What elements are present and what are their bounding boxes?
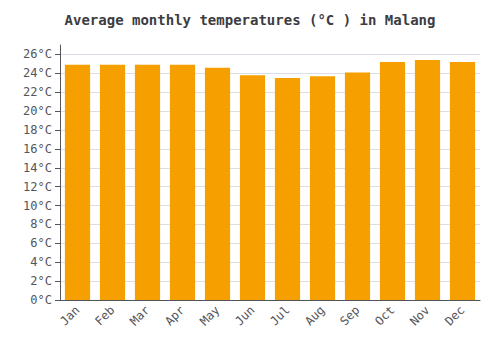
svg-text:Nov: Nov [407,303,432,328]
svg-text:4°C: 4°C [30,255,52,269]
svg-text:24°C: 24°C [23,66,52,80]
svg-text:Average monthly temperatures (: Average monthly temperatures (°C ) in Ma… [65,12,436,28]
svg-text:10°C: 10°C [23,199,52,213]
svg-text:Jul: Jul [267,303,292,328]
svg-text:14°C: 14°C [23,161,52,175]
svg-text:8°C: 8°C [30,217,52,231]
svg-text:16°C: 16°C [23,142,52,156]
svg-text:Sep: Sep [337,303,362,328]
svg-text:12°C: 12°C [23,180,52,194]
svg-text:Jun: Jun [232,303,257,328]
svg-text:May: May [197,303,222,328]
svg-text:Dec: Dec [442,303,467,328]
svg-text:Mar: Mar [127,303,152,328]
svg-text:0°C: 0°C [30,293,52,307]
svg-text:26°C: 26°C [23,47,52,61]
svg-text:Jan: Jan [57,303,82,328]
svg-text:Feb: Feb [92,303,117,328]
svg-text:Aug: Aug [302,303,327,328]
svg-text:2°C: 2°C [30,274,52,288]
svg-text:6°C: 6°C [30,236,52,250]
svg-text:Oct: Oct [372,303,397,328]
svg-text:22°C: 22°C [23,85,52,99]
svg-text:Apr: Apr [162,303,187,328]
svg-text:20°C: 20°C [23,104,52,118]
svg-text:18°C: 18°C [23,123,52,137]
